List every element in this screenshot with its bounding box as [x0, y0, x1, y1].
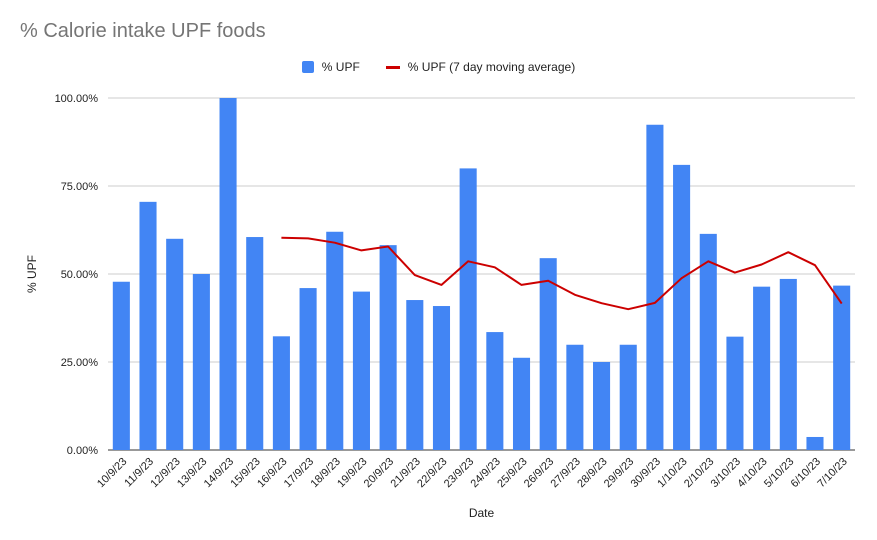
- legend-item-upf: % UPF: [301, 60, 360, 74]
- bar: [459, 168, 477, 450]
- bar: [139, 201, 157, 450]
- bar: [753, 286, 771, 450]
- bar: [192, 274, 210, 450]
- bar: [726, 336, 744, 450]
- bar: [779, 278, 797, 450]
- x-tick-label: 10/9/23: [95, 456, 129, 490]
- bar: [566, 344, 584, 450]
- bar: [432, 306, 451, 450]
- x-axis-title: Date: [469, 506, 495, 520]
- bar: [512, 357, 531, 450]
- y-tick-label: 100.00%: [55, 93, 99, 105]
- bar: [699, 233, 717, 450]
- legend-label-upf: % UPF: [321, 60, 360, 74]
- chart-title: % Calorie intake UPF foods: [20, 20, 266, 42]
- bar: [272, 336, 290, 450]
- legend-swatch-line: [385, 65, 400, 69]
- bar: [112, 281, 130, 450]
- bar: [379, 245, 397, 450]
- y-tick-label: 0.00%: [67, 445, 98, 457]
- y-tick-label: 50.00%: [61, 269, 99, 281]
- bar: [352, 291, 370, 450]
- bar: [673, 164, 691, 450]
- moving-average-line: [281, 236, 843, 311]
- bar: [539, 258, 557, 450]
- bar: [406, 300, 424, 450]
- bar: [593, 362, 611, 450]
- bar: [833, 285, 851, 450]
- bar: [486, 332, 504, 450]
- y-tick-label: 75.00%: [61, 181, 99, 193]
- bar: [219, 98, 237, 450]
- legend-label-moving-average: % UPF (7 day moving average): [407, 60, 576, 74]
- bar: [246, 237, 264, 450]
- bar: [299, 288, 317, 450]
- bar: [326, 231, 344, 450]
- legend-swatch-bar: [301, 61, 314, 73]
- bar: [806, 436, 824, 450]
- bar: [646, 124, 664, 450]
- bar: [166, 238, 184, 450]
- y-tick-label: 25.00%: [61, 357, 99, 369]
- y-axis-title: % UPF: [25, 255, 39, 293]
- x-tick-label: 7/10/23: [815, 456, 849, 490]
- legend-item-moving-average: % UPF (7 day moving average): [385, 60, 576, 74]
- chart-legend: % UPF % UPF (7 day moving average): [0, 60, 877, 74]
- bar: [619, 344, 637, 450]
